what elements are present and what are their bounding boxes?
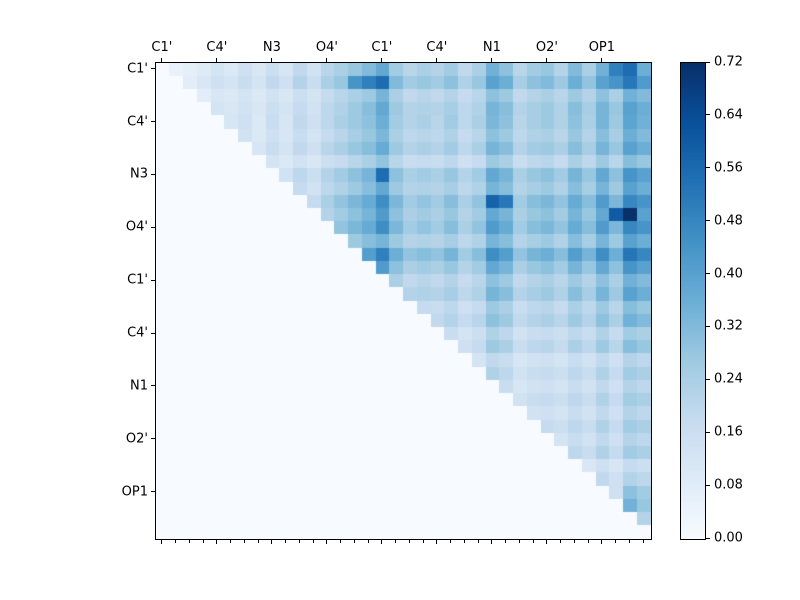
tick-mark <box>367 540 369 543</box>
colorbar-tick-label: 0.00 <box>714 530 743 546</box>
tick-mark <box>573 540 575 543</box>
colorbar-tick-label: 0.64 <box>714 107 743 123</box>
tick-mark <box>151 438 155 440</box>
tick-mark <box>175 540 177 543</box>
tick-mark <box>216 540 218 543</box>
tick-mark <box>706 378 710 380</box>
x-tick-label: N1 <box>482 40 501 55</box>
y-tick-label: C1' <box>127 272 148 288</box>
tick-mark <box>628 540 630 543</box>
tick-mark <box>151 385 155 387</box>
tick-mark <box>706 537 710 539</box>
tick-mark <box>463 540 465 543</box>
tick-mark <box>188 540 190 543</box>
tick-mark <box>151 226 155 228</box>
x-tick-label: C1' <box>371 40 393 55</box>
tick-mark <box>560 540 562 543</box>
tick-mark <box>422 540 424 543</box>
tick-mark <box>706 273 710 275</box>
heatmap-plot-area <box>155 62 652 540</box>
tick-mark <box>271 540 273 543</box>
tick-mark <box>381 58 383 62</box>
tick-mark <box>518 540 520 543</box>
tick-mark <box>491 540 493 543</box>
tick-mark <box>546 540 548 543</box>
tick-mark <box>151 491 155 493</box>
x-tick-label: O4' <box>315 40 338 55</box>
tick-mark <box>298 540 300 543</box>
tick-mark <box>151 332 155 334</box>
tick-mark <box>326 540 328 543</box>
tick-mark <box>285 540 287 543</box>
colorbar-tick-label: 0.08 <box>714 477 743 493</box>
colorbar-tick-label: 0.72 <box>714 54 743 70</box>
x-tick-label: O2' <box>535 40 558 55</box>
heatmap-canvas <box>156 63 651 539</box>
tick-mark <box>340 540 342 543</box>
tick-mark <box>706 114 710 116</box>
tick-mark <box>706 61 710 63</box>
y-tick-label: O2' <box>125 431 148 447</box>
x-tick-label: C4' <box>426 40 448 55</box>
x-tick-label: OP1 <box>588 40 616 55</box>
tick-mark <box>546 58 548 62</box>
tick-mark <box>532 540 534 543</box>
colorbar-tick-label: 0.48 <box>714 213 743 229</box>
y-tick-label: C4' <box>127 114 148 129</box>
tick-mark <box>706 167 710 169</box>
colorbar-tick-label: 0.40 <box>714 266 743 282</box>
tick-mark <box>706 325 710 327</box>
y-tick-label: N1 <box>130 378 148 394</box>
y-tick-label: N3 <box>130 166 148 182</box>
tick-mark <box>257 540 259 543</box>
colorbar-tick-label: 0.32 <box>714 318 743 334</box>
colorbar-tick-label: 0.16 <box>714 424 743 440</box>
colorbar-tick-label: 0.24 <box>714 371 743 387</box>
y-tick-label: OP1 <box>121 484 148 500</box>
tick-mark <box>243 540 245 543</box>
tick-mark <box>326 58 328 62</box>
x-tick-label: C1' <box>151 40 173 55</box>
y-tick-label: O4' <box>125 219 148 235</box>
tick-mark <box>161 540 163 543</box>
tick-mark <box>151 173 155 175</box>
tick-mark <box>436 58 438 62</box>
y-tick-label: C4' <box>127 325 148 341</box>
tick-mark <box>642 540 644 543</box>
tick-mark <box>216 58 218 62</box>
tick-mark <box>230 540 232 543</box>
tick-mark <box>353 540 355 543</box>
colorbar-tick-label: 0.56 <box>714 160 743 176</box>
tick-mark <box>601 58 603 62</box>
tick-mark <box>151 121 155 122</box>
tick-mark <box>395 540 397 543</box>
tick-mark <box>477 540 479 543</box>
tick-mark <box>312 540 314 543</box>
tick-mark <box>706 484 710 486</box>
tick-mark <box>706 220 710 222</box>
tick-mark <box>151 279 155 281</box>
tick-mark <box>408 540 410 543</box>
tick-mark <box>161 58 163 62</box>
tick-mark <box>381 540 383 543</box>
tick-mark <box>706 431 710 433</box>
tick-mark <box>436 540 438 543</box>
colorbar <box>680 62 706 540</box>
tick-mark <box>587 540 589 543</box>
tick-mark <box>601 540 603 543</box>
tick-mark <box>151 68 155 70</box>
x-tick-label: N3 <box>262 40 281 55</box>
tick-mark <box>202 540 204 543</box>
tick-mark <box>615 540 617 543</box>
x-tick-label: C4' <box>206 40 228 55</box>
tick-mark <box>450 540 452 543</box>
tick-mark <box>491 58 493 62</box>
tick-mark <box>505 540 507 543</box>
colorbar-canvas <box>681 63 705 539</box>
tick-mark <box>271 58 273 62</box>
y-tick-label: C1' <box>127 61 148 77</box>
